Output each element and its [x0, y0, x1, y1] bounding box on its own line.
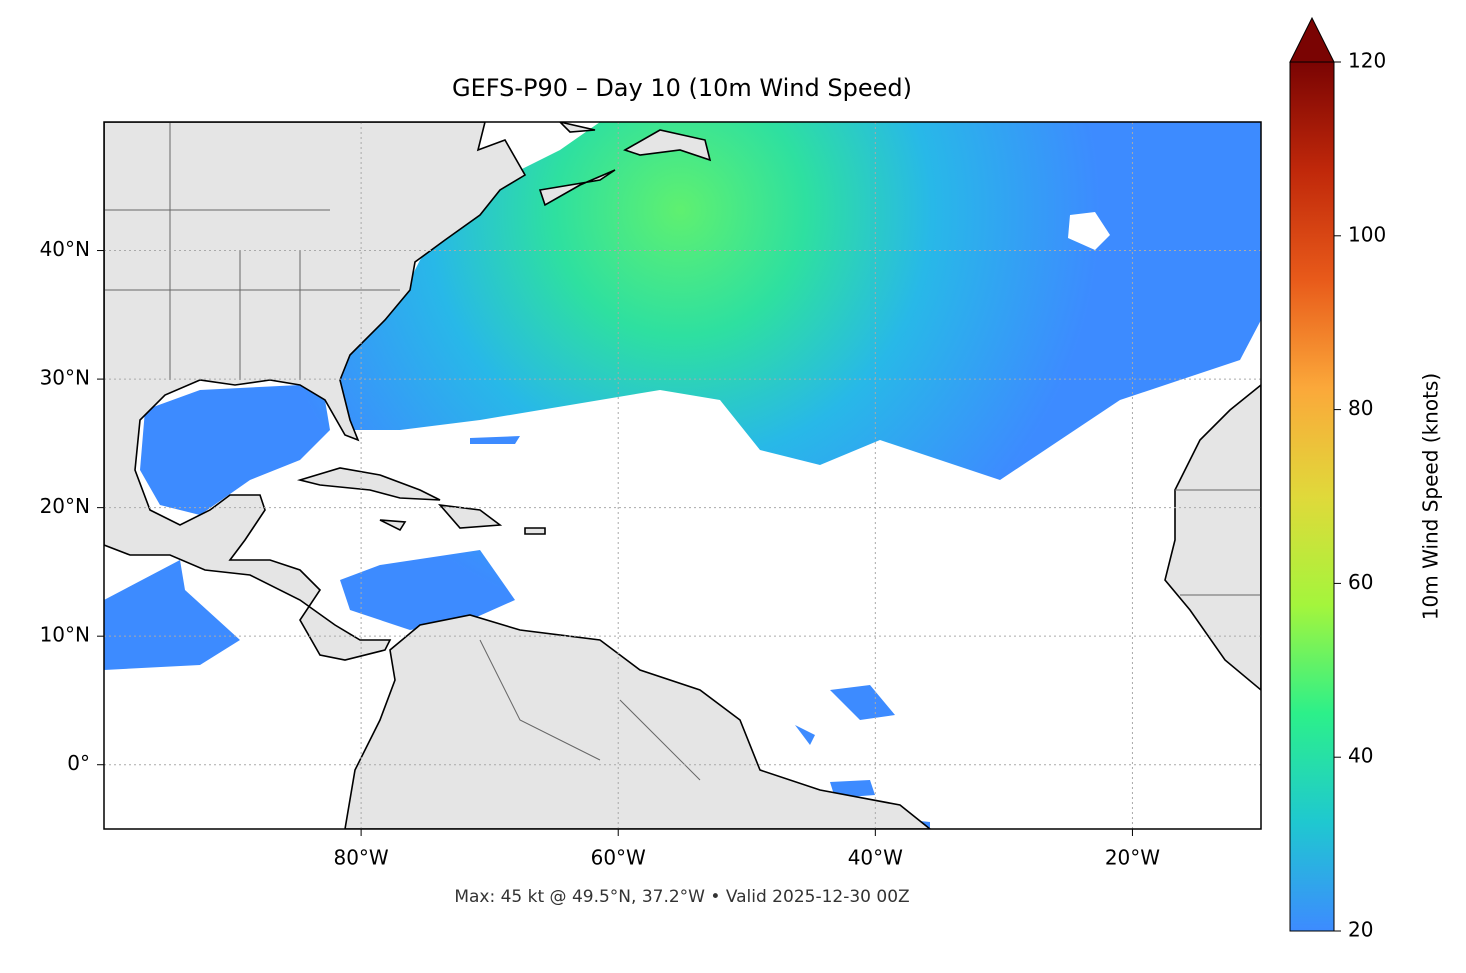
- colorbar-tick-label: 60: [1348, 570, 1373, 594]
- y-tick-label: 20°N: [40, 494, 90, 518]
- x-tick-label: 80°W: [333, 846, 388, 870]
- y-tick-label: 10°N: [40, 623, 90, 647]
- land-africa: [1164, 383, 1261, 692]
- map: [104, 122, 1261, 829]
- wind-field: [330, 122, 1261, 480]
- map-frame: [103, 121, 1262, 830]
- y-tick-label: 0°: [67, 751, 90, 775]
- land-north-america: [104, 122, 527, 661]
- land-canada-maritimes: [538, 122, 712, 207]
- colorbar-tick-label: 100: [1348, 222, 1386, 246]
- x-tick-label: 20°W: [1105, 846, 1160, 870]
- x-tick-label: 40°W: [848, 846, 903, 870]
- land-cuba: [296, 467, 441, 501]
- colorbar-tick-label: 80: [1348, 396, 1373, 420]
- colorbar-tick-label: 120: [1348, 49, 1386, 73]
- footnote: Max: 45 kt @ 49.5°N, 37.2°W • Valid 2025…: [454, 887, 909, 907]
- y-tick-label: 40°N: [40, 237, 90, 261]
- wind-gap: [1068, 212, 1110, 250]
- wind-field: [340, 550, 515, 630]
- land-south-america: [344, 614, 932, 829]
- wind-field: [140, 385, 330, 515]
- y-tick-label: 30°N: [40, 366, 90, 390]
- wind-field: [104, 560, 240, 670]
- colorbar-extension: [1289, 16, 1335, 63]
- colorbar-tick-label: 20: [1348, 918, 1373, 942]
- colorbar-label: 10m Wind Speed (knots): [1419, 373, 1443, 620]
- x-tick-label: 60°W: [591, 846, 646, 870]
- colorbar: [1289, 61, 1335, 932]
- colorbar-tick-label: 40: [1348, 744, 1373, 768]
- chart-title: GEFS-P90 – Day 10 (10m Wind Speed): [452, 74, 912, 102]
- land-hispaniola: [379, 503, 546, 535]
